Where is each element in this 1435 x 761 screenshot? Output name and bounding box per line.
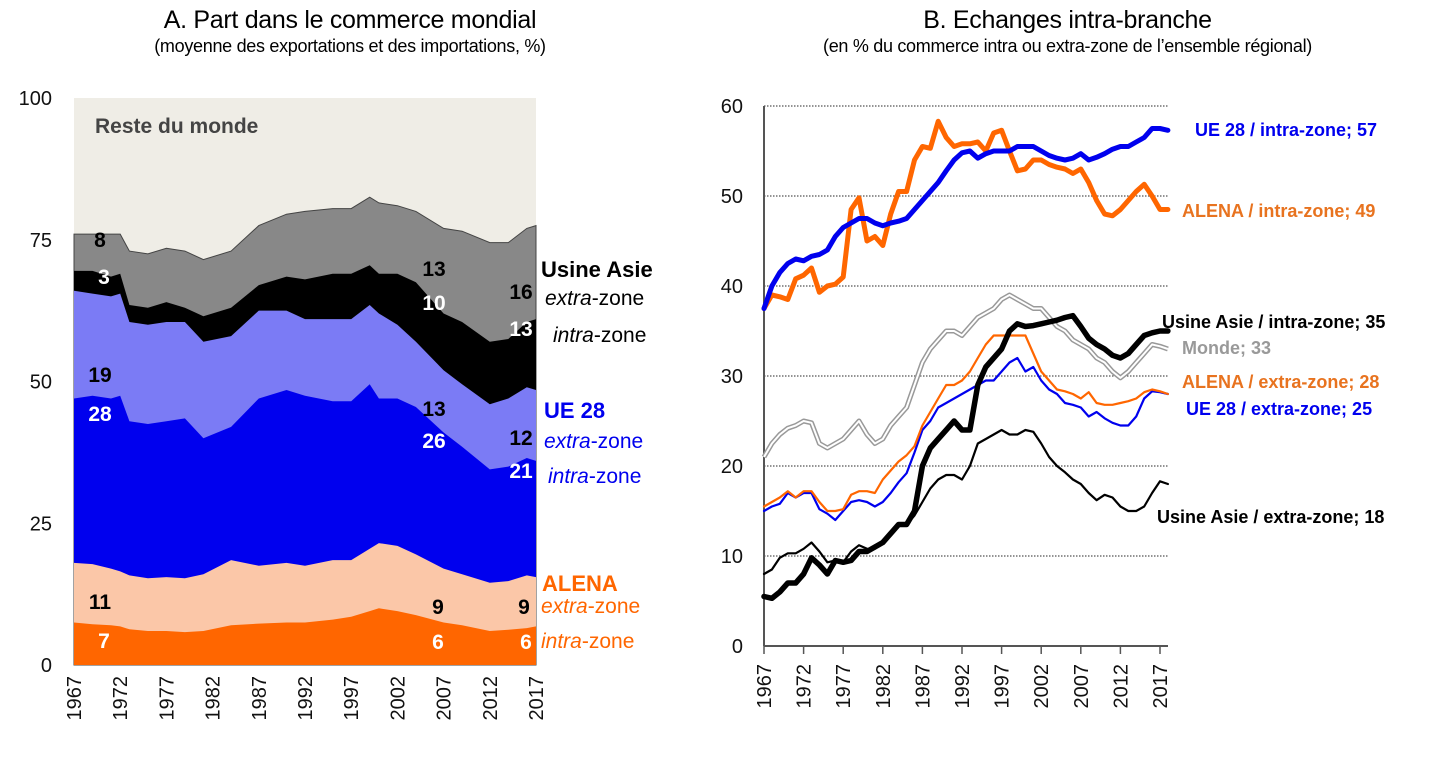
x-tick-label: 1987 — [912, 664, 934, 709]
data-label-ue-intra-2007: 26 — [422, 430, 445, 453]
x-tick-label: 1972 — [794, 664, 816, 709]
legend-group-ue-28: UE 28 — [544, 398, 605, 423]
data-label-asie-intra-1967: 3 — [98, 266, 110, 289]
y-tick-label: 50 — [30, 372, 52, 394]
legend-item-usine-asie-extra: extra-zone — [545, 287, 644, 310]
data-label-ue-intra-1967: 28 — [88, 403, 112, 426]
y-tick-label: 0 — [41, 655, 52, 677]
legend-item-prefix: intra — [541, 630, 582, 653]
y-tick-label: 60 — [721, 96, 743, 118]
data-label-ue-extra-2017: 12 — [509, 427, 532, 450]
x-tick-label: 2017 — [1150, 664, 1172, 709]
series-line-monde — [761, 292, 1169, 459]
y-tick-label: 75 — [30, 230, 52, 252]
x-tick-label: 1972 — [110, 676, 132, 721]
legend-item-prefix: intra — [548, 465, 589, 488]
y-tick-label: 10 — [721, 546, 743, 568]
x-tick-label: 2017 — [526, 676, 548, 721]
legend-item-prefix: extra — [545, 287, 592, 310]
x-tick-label: 1982 — [203, 676, 225, 721]
x-tick-label: 2012 — [1110, 664, 1132, 709]
series-line-alena-extra-zone — [762, 334, 1169, 513]
data-label-ue-extra-2007: 13 — [422, 398, 445, 421]
legend-item-suffix: -zone — [592, 287, 645, 310]
legend-item-ue-28-intra: intra-zone — [548, 465, 641, 488]
data-label-ue-extra-1967: 19 — [88, 364, 111, 387]
legend-item-prefix: extra — [541, 595, 588, 618]
series-label-usine-asie-intra-zone: Usine Asie / intra-zone; 35 — [1162, 312, 1385, 332]
legend-item-suffix: -zone — [589, 465, 642, 488]
series-label-alena-extra-zone: ALENA / extra-zone; 28 — [1182, 372, 1379, 392]
legend-item-suffix: -zone — [588, 595, 641, 618]
y-tick-label: 25 — [30, 513, 52, 535]
x-tick-label: 1987 — [249, 676, 271, 721]
legend-item-prefix: intra — [553, 324, 594, 347]
legend-item-usine-asie-intra: intra-zone — [553, 324, 646, 347]
data-label-asie-intra-2017: 13 — [509, 318, 532, 341]
data-label-asie-intra-2007: 10 — [422, 292, 445, 315]
series-line-ue-28-extra-zone — [762, 356, 1169, 522]
series-line-ue-28-intra-zone — [761, 126, 1171, 311]
x-tick-label: 1992 — [952, 664, 974, 709]
x-tick-label: 1992 — [295, 676, 317, 721]
area-alena-intra — [74, 608, 536, 665]
legend-item-suffix: -zone — [591, 430, 644, 453]
x-tick-label: 1967 — [754, 664, 776, 709]
series-line-alena-intra-zone — [761, 118, 1171, 311]
legend-item-alena-extra: extra-zone — [541, 595, 640, 618]
chart-a-title: A. Part dans le commerce mondial — [163, 6, 537, 34]
series-label-usine-asie-extra-zone: Usine Asie / extra-zone; 18 — [1157, 507, 1384, 527]
data-label-asie-extra-2017: 16 — [509, 281, 532, 304]
series-line-monde-inner — [763, 294, 1169, 458]
x-tick-label: 2002 — [1031, 664, 1053, 709]
x-tick-label: 2012 — [480, 676, 502, 721]
chart-b-title: B. Echanges intra-branche — [923, 6, 1212, 34]
chart-a-title-block: A. Part dans le commerce mondial (moyenn… — [0, 5, 700, 57]
x-tick-label: 1997 — [341, 676, 363, 721]
legend-item-alena-intra: intra-zone — [541, 630, 634, 653]
x-tick-label: 2007 — [434, 676, 456, 721]
data-label-alena-extra-2017: 9 — [518, 596, 530, 619]
y-tick-label: 40 — [721, 276, 743, 298]
series-line-usine-asie-extra-zone — [762, 428, 1169, 576]
x-tick-label: 1967 — [64, 676, 86, 721]
x-tick-label: 2002 — [387, 676, 409, 721]
series-label-alena-intra-zone: ALENA / intra-zone; 49 — [1182, 201, 1375, 221]
y-tick-label: 100 — [19, 88, 52, 110]
x-tick-label: 2007 — [1071, 664, 1093, 709]
series-label-ue-28-extra-zone: UE 28 / extra-zone; 25 — [1186, 399, 1372, 419]
x-tick-label: 1982 — [873, 664, 895, 709]
chart-b-title-block: B. Echanges intra-branche (en % du comme… — [700, 5, 1435, 57]
y-tick-label: 30 — [721, 366, 743, 388]
legend-group-alena: ALENA — [542, 571, 618, 596]
x-tick-label: 1977 — [833, 664, 855, 709]
data-label-asie-extra-1967: 8 — [94, 229, 106, 252]
label-reste-du-monde: Reste du monde — [95, 115, 258, 138]
x-tick-label: 1997 — [992, 664, 1014, 709]
series-line-usine-asie-intra-zone — [761, 312, 1171, 602]
legend-item-suffix: -zone — [594, 324, 647, 347]
series-label-ue-28-intra-zone: UE 28 / intra-zone; 57 — [1195, 120, 1377, 140]
legend-item-suffix: -zone — [582, 630, 635, 653]
legend-item-ue-28-extra: extra-zone — [544, 430, 643, 453]
data-label-ue-intra-2017: 21 — [509, 460, 533, 483]
data-label-alena-intra-1967: 7 — [98, 630, 110, 653]
y-tick-label: 50 — [721, 186, 743, 208]
legend-group-usine-asie: Usine Asie — [541, 257, 653, 282]
x-tick-label: 1977 — [156, 676, 178, 721]
data-label-alena-extra-2007: 9 — [432, 596, 444, 619]
y-tick-label: 20 — [721, 456, 743, 478]
chart-a-subtitle: (moyenne des exportations et des importa… — [154, 36, 546, 56]
data-label-alena-intra-2017: 6 — [520, 631, 532, 654]
data-label-alena-extra-1967: 11 — [89, 591, 112, 614]
chart-b-subtitle: (en % du commerce intra ou extra-zone de… — [823, 36, 1312, 56]
y-tick-label: 0 — [732, 636, 743, 658]
data-label-asie-extra-2007: 13 — [422, 258, 445, 281]
data-label-alena-intra-2007: 6 — [432, 631, 444, 654]
legend-item-prefix: extra — [544, 430, 591, 453]
series-label-monde: Monde; 33 — [1182, 338, 1271, 358]
